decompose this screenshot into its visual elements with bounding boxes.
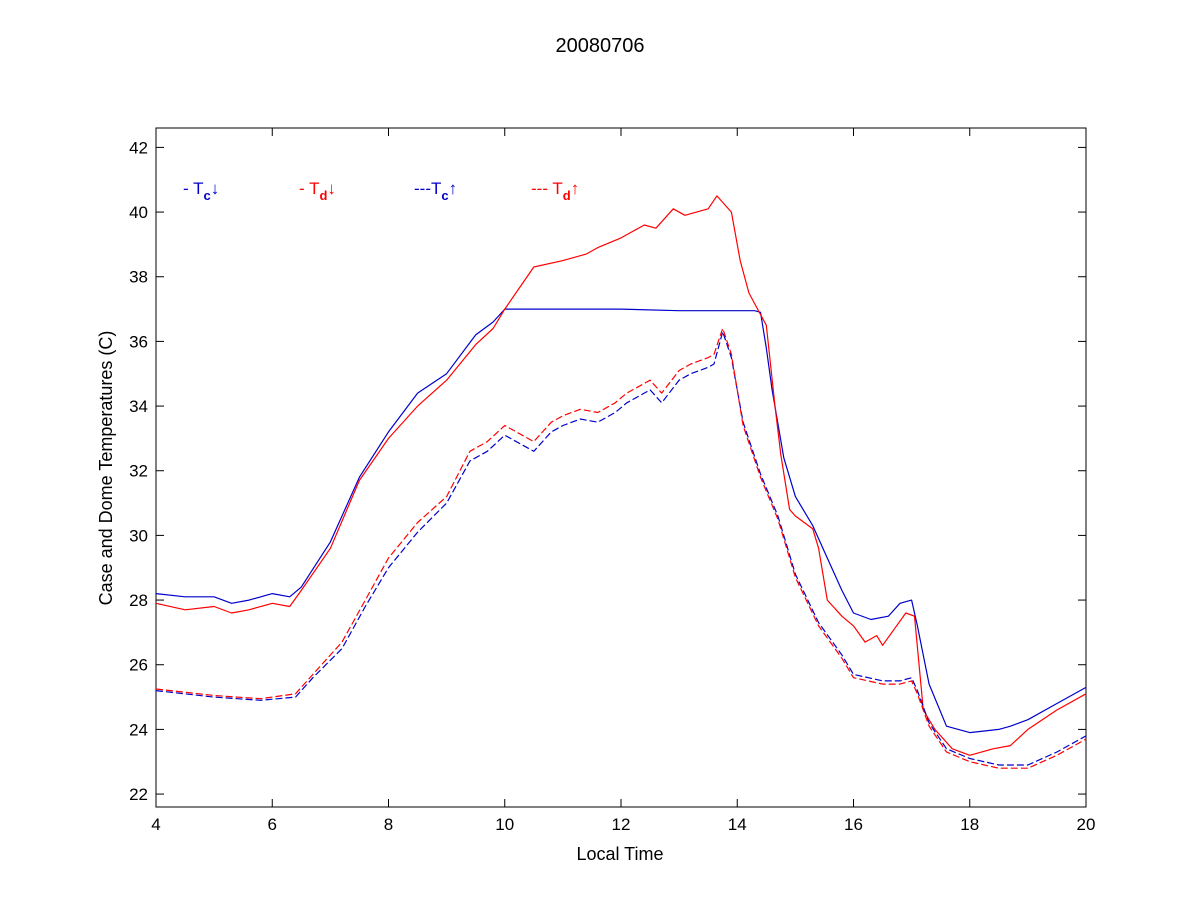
legend-arrow-icon: ↑: [449, 179, 458, 198]
legend-entry-3: ---Tc↑: [414, 179, 457, 203]
series-line-3: [155, 331, 1087, 766]
x-tick-label: 16: [844, 815, 863, 834]
x-tick-label: 12: [612, 815, 631, 834]
legend-arrow-icon: ↓: [211, 179, 220, 198]
legend-subscript: c: [203, 188, 210, 203]
x-tick-label: 8: [384, 815, 393, 834]
plot-area: 4 6 8 10 12 14 16 18 20 22 24 26 28 30 32 34 36 38 40 42 -…: [129, 127, 1095, 834]
legend-subscript: d: [563, 188, 571, 203]
legend-prefix: - T: [299, 179, 319, 198]
x-tick-label: 10: [495, 815, 514, 834]
series-line-1: [155, 308, 1087, 734]
legend-entry-4: --- Td↑: [531, 179, 579, 203]
y-tick-label: 24: [129, 720, 148, 739]
y-tick-label: 38: [129, 268, 148, 287]
legend-subscript: d: [319, 188, 327, 203]
y-axis-ticks: 22 24 26 28 30 32 34 36 38 40 42: [129, 138, 1086, 804]
legend-subscript: c: [441, 188, 448, 203]
y-tick-label: 42: [129, 138, 148, 157]
y-tick-label: 30: [129, 526, 148, 545]
series-line-4: [155, 327, 1087, 769]
legend-entry-2: - Td↓: [299, 179, 336, 203]
legend-entry-1: - Tc↓: [183, 179, 219, 203]
y-axis-label: Case and Dome Temperatures (C): [96, 331, 116, 606]
x-axis-label: Local Time: [576, 844, 663, 864]
y-tick-label: 36: [129, 332, 148, 351]
legend-prefix: ---T: [414, 179, 441, 198]
series-group: [155, 195, 1087, 769]
x-tick-label: 18: [960, 815, 979, 834]
legend-prefix: --- T: [531, 179, 563, 198]
x-axis-ticks: 4 6 8 10 12 14 16 18 20: [151, 128, 1095, 834]
y-tick-label: 28: [129, 591, 148, 610]
y-tick-label: 26: [129, 656, 148, 675]
legend-arrow-icon: ↓: [327, 179, 336, 198]
y-tick-label: 40: [129, 203, 148, 222]
axes-box: [155, 127, 1087, 808]
y-tick-label: 22: [129, 785, 148, 804]
y-tick-label: 34: [129, 397, 148, 416]
x-tick-label: 20: [1077, 815, 1096, 834]
series-line-2: [155, 195, 1087, 756]
legend-arrow-icon: ↑: [571, 179, 580, 198]
legend: - Tc↓ - Td↓ ---Tc↑ --- Td↑: [183, 179, 579, 203]
y-tick-label: 32: [129, 462, 148, 481]
x-tick-label: 4: [151, 815, 160, 834]
x-tick-label: 6: [268, 815, 277, 834]
chart-title: 20080706: [556, 35, 645, 57]
legend-prefix: - T: [183, 179, 203, 198]
x-tick-label: 14: [728, 815, 747, 834]
